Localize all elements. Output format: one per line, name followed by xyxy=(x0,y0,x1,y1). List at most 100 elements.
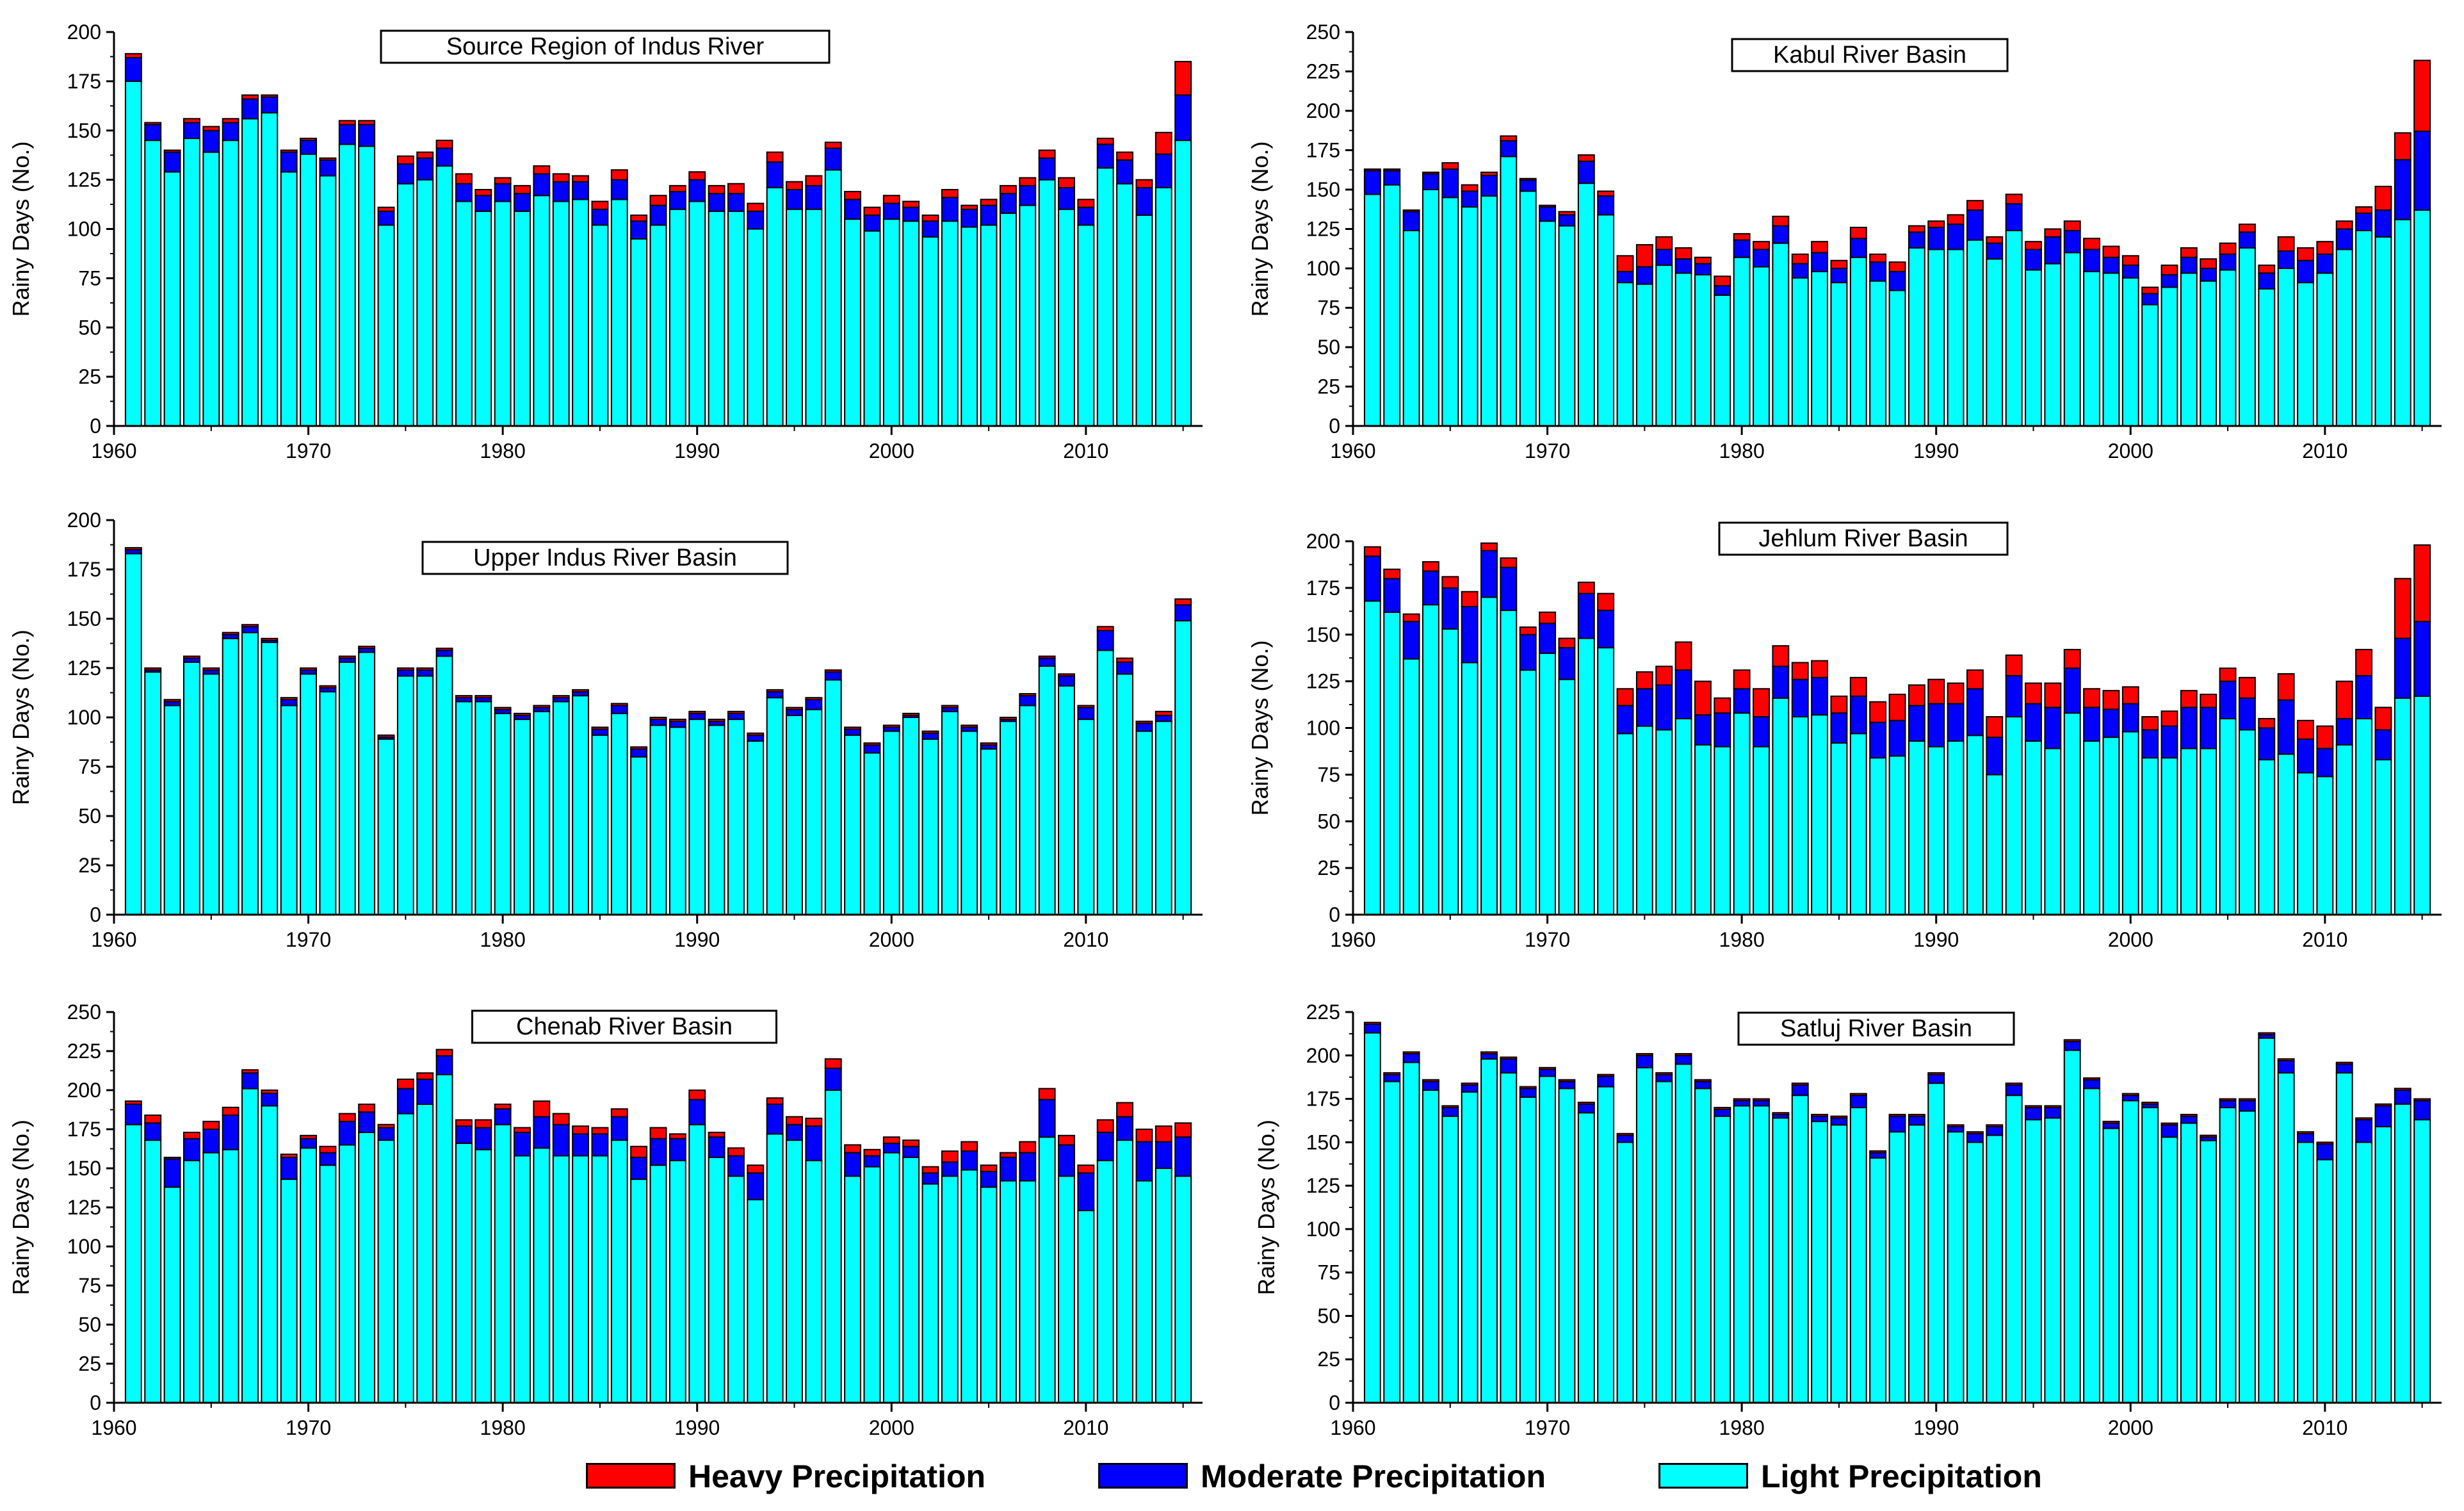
bar-heavy-1969 xyxy=(280,149,298,153)
bar-light-1968 xyxy=(1500,156,1518,427)
bar-light-1992 xyxy=(727,1175,745,1403)
bar-moderate-1969 xyxy=(1519,633,1537,671)
bar-moderate-2002 xyxy=(2160,725,2178,759)
y-tick-label: 200 xyxy=(1306,1044,1340,1067)
bar-light-1989 xyxy=(669,726,686,916)
bar-moderate-2014 xyxy=(2394,159,2411,220)
y-tick-label: 100 xyxy=(1306,1218,1340,1241)
y-tick-label: 0 xyxy=(90,414,101,437)
x-tick-label: 1980 xyxy=(1719,439,1765,462)
bar-heavy-1965 xyxy=(202,667,220,671)
bar-heavy-1974 xyxy=(1616,688,1634,706)
bar-heavy-1991 xyxy=(708,719,725,723)
bar-heavy-2012 xyxy=(1116,151,1134,161)
bar-light-1999 xyxy=(2102,737,2120,915)
bar-moderate-1963 xyxy=(163,1158,181,1188)
bar-moderate-1962 xyxy=(1383,170,1401,186)
bar-light-1968 xyxy=(261,112,279,427)
bar-light-1983 xyxy=(1791,277,1809,427)
bar-heavy-2002 xyxy=(2160,710,2178,727)
y-tick-label: 0 xyxy=(1329,903,1340,926)
y-tick-label: 75 xyxy=(78,755,101,778)
bar-moderate-1989 xyxy=(1908,705,1925,742)
bar-moderate-1987 xyxy=(1869,721,1887,759)
bar-heavy-1994 xyxy=(2005,1082,2023,1086)
chart-title-box xyxy=(1737,1011,2015,1046)
bar-light-1994 xyxy=(2005,229,2023,427)
bar-light-1971 xyxy=(1558,678,1576,915)
bar-moderate-1988 xyxy=(649,1138,667,1166)
bar-light-2011 xyxy=(1096,167,1114,427)
bar-light-1997 xyxy=(2063,712,2081,916)
bar-heavy-1985 xyxy=(1830,695,1848,714)
bar-heavy-2009 xyxy=(2297,1131,2314,1134)
bar-heavy-1997 xyxy=(2063,220,2081,231)
bar-heavy-2001 xyxy=(902,1139,920,1147)
bar-heavy-1988 xyxy=(1888,261,1906,272)
bar-heavy-1988 xyxy=(1888,1113,1906,1117)
bar-light-2011 xyxy=(2335,249,2353,427)
bar-heavy-1963 xyxy=(163,699,181,703)
bar-light-2012 xyxy=(1116,183,1134,427)
bar-light-1996 xyxy=(805,1159,823,1404)
bar-heavy-1982 xyxy=(533,1100,551,1118)
bar-light-1965 xyxy=(202,1152,220,1403)
bar-heavy-1964 xyxy=(182,118,200,124)
bar-moderate-1981 xyxy=(1753,249,1770,268)
bar-heavy-2013 xyxy=(1135,721,1153,724)
bar-moderate-2006 xyxy=(2238,697,2256,731)
bar-light-1963 xyxy=(163,1186,181,1404)
bar-moderate-1981 xyxy=(1753,716,1770,747)
bar-heavy-2002 xyxy=(921,1166,939,1174)
bar-heavy-1985 xyxy=(1830,1115,1848,1119)
bar-heavy-1970 xyxy=(1539,611,1557,625)
bar-heavy-1979 xyxy=(1714,1107,1731,1110)
bar-light-1969 xyxy=(1519,190,1537,427)
bar-heavy-2001 xyxy=(2141,1101,2159,1105)
bar-light-1972 xyxy=(338,661,356,915)
y-tick-label: 225 xyxy=(67,1040,101,1063)
bar-moderate-1965 xyxy=(202,1129,220,1154)
bar-heavy-1968 xyxy=(261,94,279,98)
x-tick-label: 1980 xyxy=(1719,928,1765,951)
bar-light-1984 xyxy=(572,199,590,427)
bar-light-1972 xyxy=(338,143,356,427)
bar-light-1968 xyxy=(1500,1072,1518,1403)
bar-light-1962 xyxy=(1383,184,1401,427)
y-tick-label: 50 xyxy=(1317,810,1340,833)
bar-moderate-1993 xyxy=(1986,1125,2004,1136)
bar-light-2010 xyxy=(1077,1209,1095,1403)
bar-heavy-1997 xyxy=(824,669,842,673)
bar-moderate-2004 xyxy=(960,1150,978,1171)
bar-light-1999 xyxy=(863,230,881,427)
y-axis-label: Rainy Days (No.) xyxy=(1247,141,1273,316)
bar-heavy-1989 xyxy=(669,1133,686,1139)
bar-light-1995 xyxy=(2025,1119,2042,1403)
y-tick-label: 175 xyxy=(1306,1088,1340,1111)
bar-light-1983 xyxy=(552,200,570,427)
bar-light-1977 xyxy=(1674,272,1692,427)
bar-light-1963 xyxy=(1402,229,1420,427)
bar-heavy-1983 xyxy=(552,695,570,699)
y-tick-label: 100 xyxy=(1306,717,1340,740)
bar-heavy-1987 xyxy=(1869,253,1887,263)
bar-light-1981 xyxy=(1753,746,1770,916)
bar-moderate-1996 xyxy=(805,1125,823,1161)
bar-moderate-2007 xyxy=(2258,272,2276,290)
bar-moderate-1997 xyxy=(2063,1041,2081,1051)
bar-moderate-1962 xyxy=(144,1122,162,1141)
bar-moderate-1992 xyxy=(727,712,745,721)
bar-light-1968 xyxy=(1500,609,1518,915)
bar-heavy-1996 xyxy=(2044,228,2062,238)
bar-moderate-1999 xyxy=(863,214,881,232)
bar-moderate-1990 xyxy=(1927,227,1945,250)
bar-light-1976 xyxy=(416,675,434,915)
bar-heavy-1966 xyxy=(1461,184,1479,192)
y-tick-label: 0 xyxy=(1329,1391,1340,1414)
bar-heavy-1989 xyxy=(669,719,686,723)
bar-moderate-1994 xyxy=(766,1103,784,1135)
bar-heavy-2006 xyxy=(2238,224,2256,233)
chart-title: Chenab River Basin xyxy=(516,1013,733,1040)
bar-moderate-1981 xyxy=(514,1131,531,1157)
bar-moderate-1989 xyxy=(669,1138,686,1161)
